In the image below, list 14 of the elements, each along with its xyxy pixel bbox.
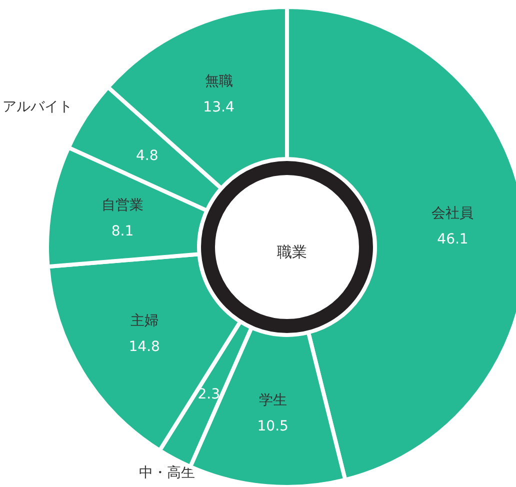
data-label: 4.8 <box>136 148 158 164</box>
slice-label: 学生 <box>258 392 287 408</box>
data-label: 13.4 <box>203 100 234 116</box>
data-label: 10.5 <box>257 418 288 434</box>
slice-label: アルバイト <box>2 99 73 116</box>
slice-label: 自営業 <box>101 197 144 214</box>
data-label: 14.8 <box>128 338 160 355</box>
data-label: 8.1 <box>111 223 134 240</box>
text: 職業 <box>277 243 307 261</box>
slice-label: 無職 <box>204 74 233 90</box>
slice-label: 会社員 <box>432 206 474 222</box>
data-label: 46.1 <box>437 232 468 248</box>
data-label: 2.3 <box>198 386 220 403</box>
slice-label: 主婦 <box>130 312 158 329</box>
